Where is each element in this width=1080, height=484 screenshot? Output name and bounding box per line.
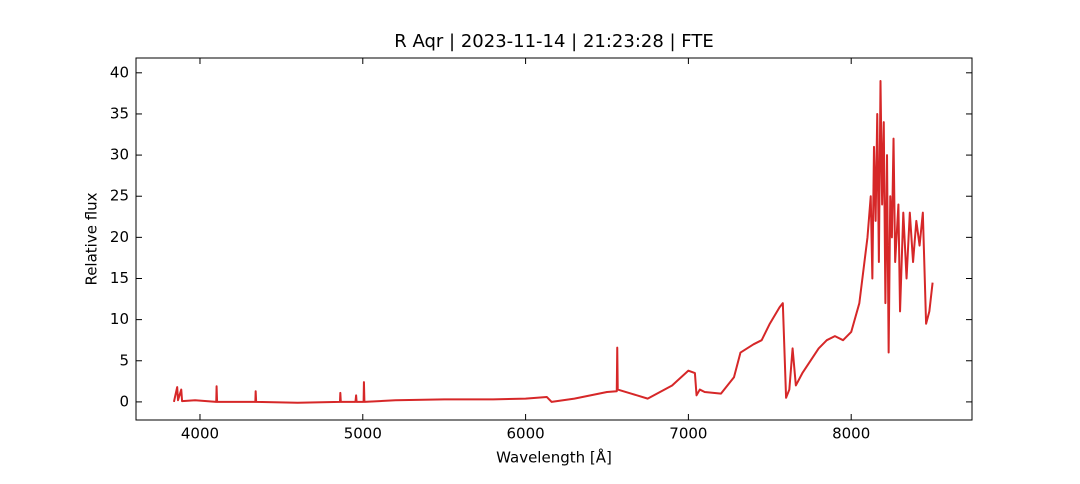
y-tick-label: 40 [110,63,129,81]
y-axis-label: Relative flux [83,192,101,285]
chart-title: R Aqr | 2023-11-14 | 21:23:28 | FTE [394,31,713,52]
x-tick-label: 4000 [181,425,219,443]
x-tick-label: 8000 [832,425,870,443]
x-axis-label: Wavelength [Å] [496,448,612,467]
y-tick-label: 20 [110,228,129,246]
plot-frame [135,57,973,421]
y-tick-label: 15 [110,269,129,287]
y-tick-label: 35 [110,104,129,122]
y-tick-label: 0 [119,392,129,410]
spectrum-line [172,80,934,404]
y-tick-label: 25 [110,187,129,205]
x-tick-label: 7000 [669,425,707,443]
y-tick-label: 10 [110,310,129,328]
y-tick-label: 30 [110,146,129,164]
x-tick-label: 5000 [344,425,382,443]
x-tick-label: 6000 [506,425,544,443]
y-tick-label: 5 [119,351,129,369]
